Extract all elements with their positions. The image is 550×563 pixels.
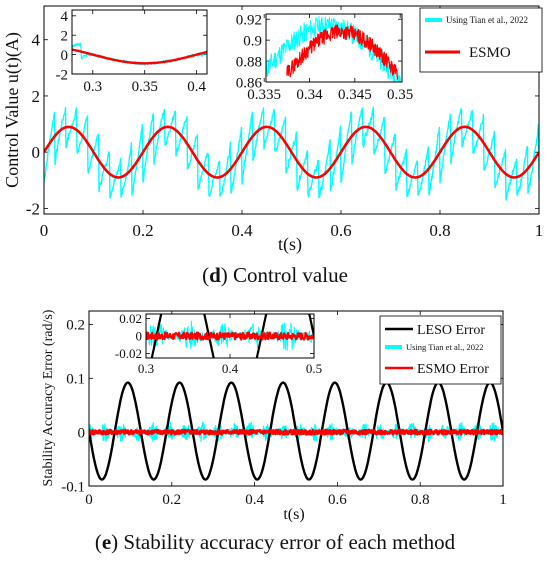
d-legend-esmo-label: ESMO (469, 45, 511, 61)
e-ytick-label: 0.2 (66, 318, 85, 334)
d-ylabel: Control Value u(t)(A) (2, 32, 23, 188)
e-legend-esmo-label: ESMO Error (417, 362, 489, 377)
e-frame (88, 310, 504, 487)
e-inset-ytick-label: -0.02 (115, 346, 142, 361)
d-inset1-ytick-label: 2 (61, 28, 69, 44)
d-xtick-label: 0 (40, 221, 49, 240)
d-ytick-label: 2 (32, 87, 41, 106)
d-ytick-label: 4 (32, 31, 41, 50)
d-inset1-ytick-label: 4 (61, 9, 69, 25)
e-ytick-label: 0.1 (66, 372, 85, 388)
panel-e-stability-error: 0 0.2 0.4 0.6 0.8 1-0.100.10.2t(s)Stability A… (41, 309, 507, 523)
d-ytick-label: -2 (26, 199, 40, 218)
d-inset2-xtick-label: 0.335 (247, 87, 281, 103)
d-inset2-xtick-label: 0.345 (338, 87, 372, 103)
d-inset1-esmo-line (72, 48, 207, 65)
d-inset2-ytick-label: 0.92 (236, 12, 262, 28)
caption-d-text: Control value (233, 263, 348, 287)
e-inset-ytick-label: 0 (136, 329, 143, 344)
d-series-esmo-line (44, 125, 539, 179)
d-inset2-frame (265, 13, 403, 83)
d-inset2-tian-line (266, 16, 402, 82)
d-inset1-xtick-label: 0.4 (187, 79, 206, 95)
caption-d: (d) Control value (202, 263, 348, 287)
caption-e-text: Stability accuracy error of each method (123, 530, 456, 554)
d-xtick-label: 0.8 (429, 221, 450, 240)
e-xtick-label: 0.6 (328, 492, 347, 508)
d-inset2-xtick-label: 0.35 (387, 87, 413, 103)
d-inset1-frame (71, 9, 208, 75)
d-ytick-label: 0 (32, 143, 41, 162)
d-inset1-ytick-label: 0 (61, 48, 69, 64)
d-frame (43, 5, 540, 215)
e-ylabel: Stability Accuracy Error (rad/s) (41, 309, 56, 486)
e-inset-esmo-line (146, 331, 314, 341)
d-inset2-ytick-label: 0.86 (236, 75, 263, 91)
caption-e-letter: e (101, 530, 112, 554)
e-legend-box (379, 315, 502, 385)
e-ytick-label: 0 (78, 425, 86, 441)
e-xtick-label: 0.2 (162, 492, 181, 508)
d-xtick-label: 0.2 (132, 221, 153, 240)
d-xtick-label: 0.4 (231, 221, 253, 240)
d-inset2-esmo-line (286, 24, 399, 80)
d-xtick-label: 1 (535, 221, 544, 240)
e-inset-ytick-label: 0.02 (119, 311, 142, 326)
d-inset1-xtick-label: 0.35 (132, 79, 158, 95)
d-inset1-ytick-label: -2 (56, 67, 69, 83)
e-ytick-label: -0.1 (61, 479, 85, 495)
d-xlabel: t(s) (278, 234, 302, 255)
e-xtick-label: 0.4 (245, 492, 264, 508)
e-inset-xtick-label: 0.5 (306, 361, 322, 376)
e-legend-tian-label: Using Tian et al., 2022 (406, 342, 483, 352)
e-series-esmo-line (89, 428, 503, 436)
caption-d-letter: d (209, 263, 221, 287)
e-legend-leso-label: LESO Error (417, 323, 485, 338)
d-inset2-ytick-label: 0.88 (236, 54, 262, 70)
e-inset-xtick-label: 0.3 (138, 361, 154, 376)
e-xtick-label: 0.8 (411, 492, 430, 508)
e-inset-xtick-label: 0.4 (222, 361, 239, 376)
d-xtick-label: 0.6 (330, 221, 351, 240)
e-xtick-label: 1 (499, 492, 507, 508)
d-legend-tian-label: Using Tian et al., 2022 (446, 15, 528, 25)
d-inset2-xtick-label: 0.34 (296, 87, 323, 103)
e-xlabel: t(s) (283, 506, 304, 523)
e-inset-frame (145, 313, 315, 359)
caption-e: (e) Stability accuracy error of each met… (94, 530, 456, 554)
d-inset1-xtick-label: 0.3 (83, 79, 102, 95)
e-xtick-label: 0 (85, 492, 93, 508)
d-inset2-ytick-label: 0.9 (243, 33, 262, 49)
